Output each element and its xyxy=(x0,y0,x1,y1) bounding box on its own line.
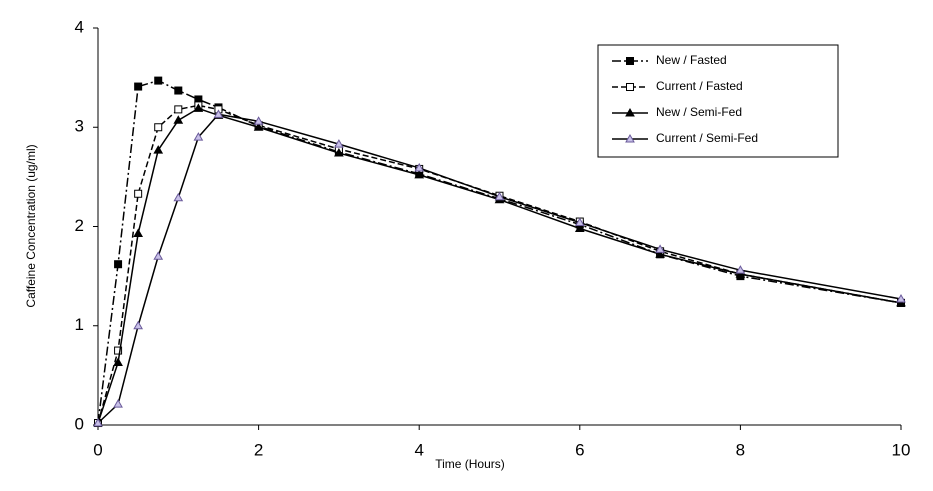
series-line xyxy=(97,104,902,424)
data-point xyxy=(574,217,585,227)
y-tick-label: 3 xyxy=(75,117,84,136)
y-tick-label: 0 xyxy=(75,414,84,433)
data-point xyxy=(134,189,143,198)
x-tick-label: 10 xyxy=(892,440,911,459)
legend-marker xyxy=(626,57,634,65)
data-point xyxy=(213,109,224,118)
y-axis-label: Caffeine Concentration (ug/ml) xyxy=(24,144,38,307)
data-point xyxy=(334,139,344,148)
data-point xyxy=(134,82,143,91)
data-point xyxy=(133,320,144,330)
data-point xyxy=(93,418,103,427)
legend-label: New / Semi-Fed xyxy=(656,105,742,119)
x-tick-label: 6 xyxy=(575,440,584,459)
data-point xyxy=(574,223,585,232)
series-line xyxy=(97,79,902,424)
data-point xyxy=(114,260,123,269)
series-line xyxy=(97,113,902,424)
data-point xyxy=(153,251,164,260)
x-tick-label: 4 xyxy=(414,440,423,459)
x-tick-label: 8 xyxy=(736,440,745,459)
legend-label: Current / Semi-Fed xyxy=(656,131,758,145)
data-point xyxy=(174,105,183,114)
legend-marker xyxy=(626,83,634,91)
legend-label: New / Fasted xyxy=(656,53,727,67)
data-point xyxy=(114,346,123,355)
x-axis-label: Time (Hours) xyxy=(435,457,505,471)
y-tick-label: 2 xyxy=(75,216,84,235)
y-tick-label: 4 xyxy=(75,17,84,36)
legend-marker xyxy=(625,133,635,143)
data-point xyxy=(735,265,746,274)
data-point xyxy=(174,86,183,95)
data-point xyxy=(414,162,425,172)
data-point xyxy=(133,228,144,237)
data-point xyxy=(113,399,123,408)
data-point xyxy=(334,148,344,157)
data-point xyxy=(494,191,505,201)
legend-label: Current / Fasted xyxy=(656,79,743,93)
x-tick-label: 0 xyxy=(93,440,102,459)
data-point xyxy=(154,76,163,85)
data-point xyxy=(414,169,425,179)
data-point xyxy=(173,192,184,202)
data-point xyxy=(896,293,906,303)
data-point xyxy=(113,357,123,366)
y-tick-label: 1 xyxy=(75,315,84,334)
data-point xyxy=(173,115,184,124)
data-point xyxy=(655,244,665,253)
data-point xyxy=(193,103,204,112)
data-point xyxy=(655,249,665,258)
data-point xyxy=(154,123,163,132)
data-point xyxy=(193,132,204,141)
data-point xyxy=(153,145,164,154)
data-point xyxy=(253,122,264,131)
data-point xyxy=(253,116,264,125)
legend-marker xyxy=(625,107,635,117)
x-tick-label: 2 xyxy=(254,440,263,459)
